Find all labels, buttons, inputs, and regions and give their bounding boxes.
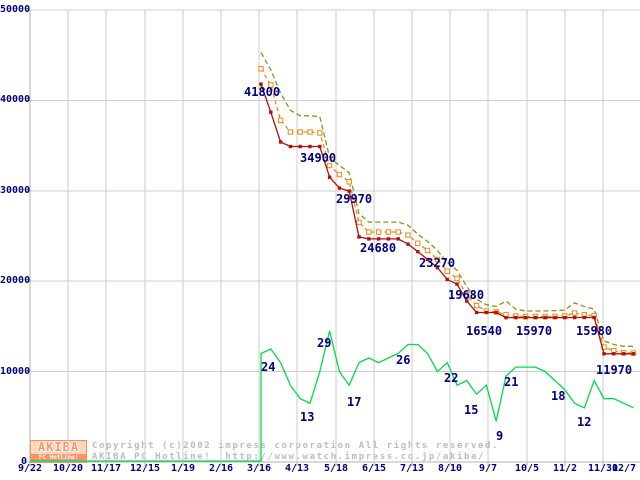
logo-title: AKIBA <box>37 440 80 454</box>
akiba-pc-hotline-logo: AKIBA PC Hotline! <box>30 440 87 463</box>
copyright-line-1: Copyright (c)2002 impress corporation Al… <box>92 441 500 451</box>
logo-subtitle: PC Hotline! <box>38 454 79 461</box>
copyright-line-2: AKIBA PC Hotline! http://www.watch.impre… <box>92 452 486 462</box>
logo-strip: PC Hotline! <box>31 454 86 462</box>
